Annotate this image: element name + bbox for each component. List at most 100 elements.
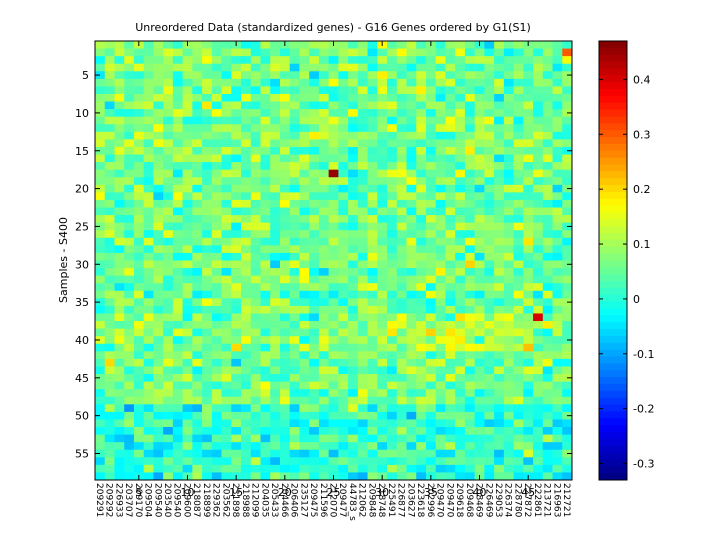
heatmap-cell — [464, 146, 476, 155]
gene-label: 211596 — [318, 483, 328, 518]
heatmap-cell — [425, 358, 437, 367]
heatmap-cell — [562, 283, 573, 292]
heatmap-cell — [503, 215, 514, 224]
heatmap-cell — [192, 146, 203, 155]
heatmap-cell — [182, 78, 193, 87]
heatmap-cell — [328, 404, 339, 413]
heatmap-cell — [367, 124, 378, 133]
heatmap-cell — [289, 260, 300, 269]
heatmap-cell — [387, 457, 398, 466]
heatmap-cell — [338, 260, 349, 269]
heatmap-cell — [494, 328, 505, 337]
heatmap-cell — [445, 215, 456, 224]
heatmap-cell — [367, 328, 378, 337]
heatmap-cell — [279, 358, 291, 367]
heatmap-cell — [348, 207, 359, 216]
heatmap-cell — [260, 131, 271, 140]
heatmap-cell — [406, 146, 417, 155]
heatmap-cell — [95, 313, 106, 322]
heatmap-cell — [406, 290, 417, 299]
heatmap-cell — [435, 207, 446, 216]
heatmap-cell — [250, 358, 261, 367]
heatmap-cell — [357, 48, 368, 57]
heatmap-cell — [163, 245, 174, 254]
colorbar-segment — [599, 287, 627, 296]
heatmap-cell — [211, 396, 222, 405]
heatmap-cell — [425, 351, 437, 360]
heatmap-cell — [192, 442, 203, 451]
heatmap-cell — [104, 351, 115, 360]
heatmap-cell — [241, 41, 252, 49]
heatmap-cell — [211, 245, 222, 254]
heatmap-cell — [387, 358, 398, 367]
heatmap-cell — [153, 268, 164, 277]
heatmap-cell — [416, 275, 427, 284]
heatmap-cell — [406, 305, 417, 314]
heatmap-cell — [416, 358, 427, 367]
heatmap-cell — [211, 374, 222, 382]
colorbar-segment — [599, 418, 627, 426]
heatmap-cell — [523, 48, 534, 57]
heatmap-cell — [289, 434, 300, 443]
heatmap-cell — [396, 146, 407, 155]
heatmap-cell — [124, 427, 135, 435]
heatmap-cell — [338, 358, 349, 367]
heatmap-cell — [387, 374, 398, 382]
colorbar-segment — [599, 329, 627, 337]
heatmap-cell — [299, 252, 310, 261]
heatmap-cell — [542, 86, 553, 95]
colorbar-segment — [599, 335, 627, 344]
heatmap-cell — [367, 389, 378, 398]
heatmap-cell — [513, 358, 524, 367]
heatmap-cell — [221, 131, 232, 140]
heatmap-cell — [484, 222, 495, 231]
heatmap-cell — [435, 283, 446, 292]
heatmap-cell — [542, 162, 553, 171]
heatmap-cell — [562, 434, 573, 443]
heatmap-cell — [221, 389, 232, 398]
heatmap-cell — [153, 48, 164, 57]
heatmap-cell — [114, 351, 125, 360]
heatmap-cell — [464, 139, 476, 148]
heatmap-cell — [241, 275, 252, 284]
heatmap-cell — [172, 93, 184, 102]
heatmap-cell — [416, 252, 427, 261]
heatmap-cell — [202, 464, 213, 473]
heatmap-cell — [163, 207, 174, 216]
heatmap-cell — [416, 154, 427, 163]
heatmap-cell — [279, 124, 291, 133]
heatmap-cell — [104, 449, 115, 458]
y-tick-label: 25 — [75, 220, 89, 233]
heatmap-cell — [435, 139, 446, 148]
heatmap-cell — [503, 358, 514, 367]
heatmap-cell — [552, 199, 563, 208]
heatmap-cell — [503, 434, 514, 443]
heatmap-cell — [377, 366, 388, 375]
heatmap-cell — [513, 374, 524, 382]
heatmap-cell — [416, 343, 427, 352]
heatmap-cell — [95, 366, 106, 375]
heatmap-cell — [464, 177, 476, 186]
heatmap-cell — [387, 109, 398, 118]
heatmap-cell — [104, 374, 115, 382]
heatmap-cell — [494, 374, 505, 382]
heatmap-cell — [484, 389, 495, 398]
heatmap-cell — [231, 192, 242, 201]
heatmap-cell — [124, 222, 135, 231]
heatmap-cell — [357, 305, 368, 314]
heatmap-cell — [192, 199, 203, 208]
heatmap-cell — [124, 290, 135, 299]
heatmap-cell — [104, 131, 115, 140]
heatmap-cell — [143, 237, 154, 246]
heatmap-cell — [484, 449, 495, 458]
heatmap-cell — [309, 48, 320, 57]
heatmap-cell — [396, 305, 407, 314]
heatmap-cell — [260, 321, 271, 330]
heatmap-cell — [211, 48, 222, 57]
heatmap-cell — [464, 374, 476, 382]
colorbar-segment — [599, 191, 627, 200]
heatmap-cell — [95, 419, 106, 428]
colorbar-segment — [599, 267, 627, 275]
heatmap-cell — [182, 434, 193, 443]
heatmap-cell — [445, 169, 456, 178]
